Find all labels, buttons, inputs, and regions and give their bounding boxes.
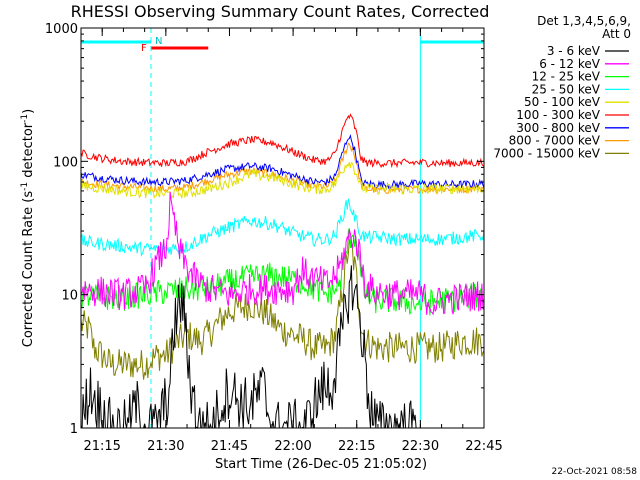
series-line-4 [80,161,485,200]
y-tick-label-3: 1000 [45,22,78,37]
legend-label-5: 100 - 300 keV [516,108,600,122]
y-tick-label-0: 1 [70,422,78,437]
series-line-3 [80,198,485,257]
y-axis-label-end: ) [21,109,36,114]
chart-title: RHESSI Observing Summary Count Rates, Co… [71,2,490,21]
x-tick-label-0: 21:15 [83,439,120,454]
legend-label-7: 800 - 7000 keV [509,134,601,148]
y-axis: 1 10 100 1000 [45,22,484,437]
series-line-5 [80,113,485,169]
x-tick-label-5: 22:30 [402,439,439,454]
legend-label-6: 300 - 800 keV [516,121,600,135]
night-label: N [155,36,162,47]
x-tick-label-6: 22:45 [465,439,502,454]
x-tick-label-4: 22:15 [338,439,375,454]
plot-area: NF [80,28,485,429]
footer-timestamp: 22-Oct-2021 08:58 [552,467,638,477]
x-axis: 21:15 21:30 21:45 22:00 22:15 22:30 22:45 [80,28,503,454]
plot-frame [80,27,485,429]
legend-label-1: 6 - 12 keV [539,57,601,71]
flare-label: F [141,43,147,54]
y-axis-label-sup1: -1 [20,182,30,191]
y-tick-label-2: 100 [53,155,78,170]
x-axis-label: Start Time (26-Dec-05 21:05:02) [215,457,427,472]
series-line-6 [80,133,485,191]
legend-label-8: 7000 - 15000 keV [493,146,600,160]
legend-label-4: 50 - 100 keV [524,95,601,109]
x-tick-label-2: 21:45 [211,439,248,454]
legend-label-3: 25 - 50 keV [532,82,601,96]
series-line-0 [80,265,421,429]
y-axis-label: Corrected Count Rate (s-1 detector-1) [20,109,36,347]
legend-label-0: 3 - 6 keV [547,44,601,58]
legend-header-attenuator: Att 0 [602,27,631,41]
series-line-8 [80,238,485,380]
legend-label-2: 12 - 25 keV [532,70,601,84]
x-tick-label-3: 22:00 [274,439,311,454]
x-tick-label-1: 21:30 [147,439,184,454]
y-axis-label-mid: detector [21,122,36,182]
y-axis-label-main: Corrected Count Rate (s [21,191,36,348]
y-tick-label-1: 10 [61,289,78,304]
legend-header-detectors: Det 1,3,4,5,6,9, [537,14,631,28]
series-line-1 [80,191,485,316]
series-line-2 [80,228,485,316]
y-axis-label-sup2: -1 [20,114,30,123]
